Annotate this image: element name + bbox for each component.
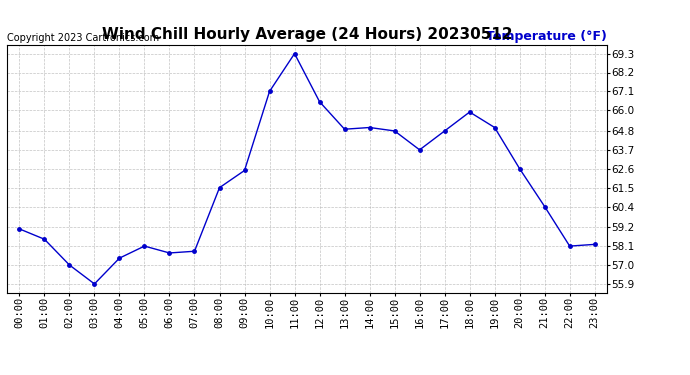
Text: Copyright 2023 Cartronics.com: Copyright 2023 Cartronics.com (7, 33, 159, 42)
Title: Wind Chill Hourly Average (24 Hours) 20230512: Wind Chill Hourly Average (24 Hours) 202… (101, 27, 513, 42)
Text: Temperature (°F): Temperature (°F) (486, 30, 607, 42)
